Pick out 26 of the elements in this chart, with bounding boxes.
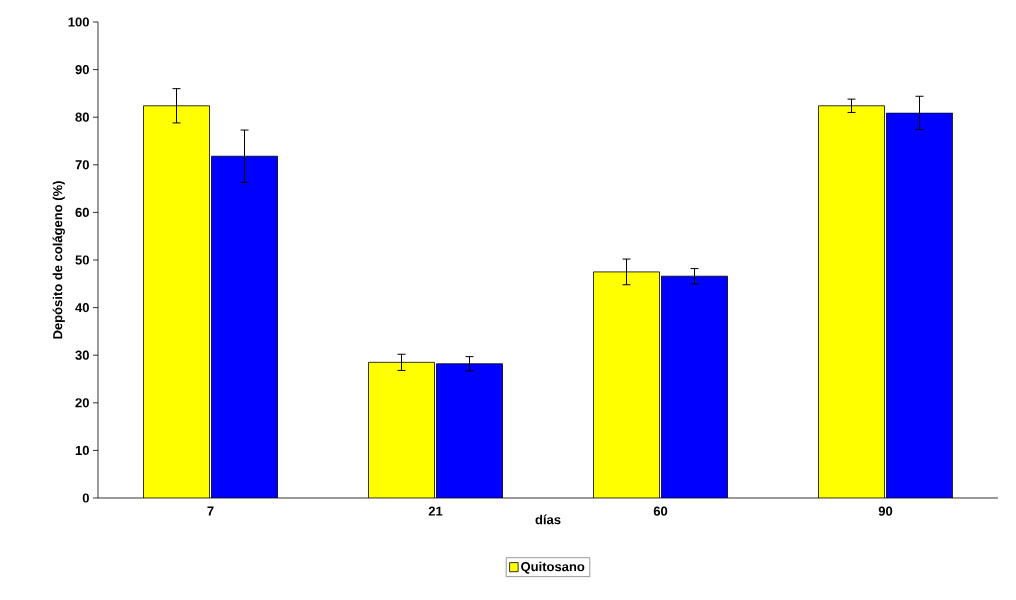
y-tick-label: 90 (75, 64, 89, 75)
x-tick-label: 21 (428, 506, 443, 516)
x-tick-label: 90 (878, 506, 893, 516)
bar (818, 105, 885, 498)
y-axis-title: Depósito de colágeno (%) (52, 181, 65, 339)
y-tick-label: 10 (75, 445, 89, 455)
y-tick-label: 0 (82, 493, 89, 503)
bar (593, 271, 660, 498)
y-tick-label: 50 (75, 255, 89, 265)
bar (143, 105, 210, 498)
x-axis-title: días (535, 514, 561, 525)
y-tick-label: 70 (75, 160, 89, 170)
y-tick-label: 20 (75, 398, 89, 408)
bar (436, 363, 503, 498)
y-tick-label: 60 (75, 207, 89, 217)
bar (211, 156, 278, 498)
bar (661, 276, 728, 498)
y-tick-label: 80 (75, 112, 89, 122)
x-tick-label: 7 (207, 506, 214, 516)
y-tick-label: 30 (75, 350, 89, 360)
legend-label: Quitosano (521, 561, 585, 574)
y-tick-label: 100 (68, 17, 89, 27)
y-tick-label: 40 (75, 302, 89, 313)
bar (368, 362, 435, 498)
bar (886, 112, 953, 498)
x-tick-label: 60 (653, 506, 668, 516)
